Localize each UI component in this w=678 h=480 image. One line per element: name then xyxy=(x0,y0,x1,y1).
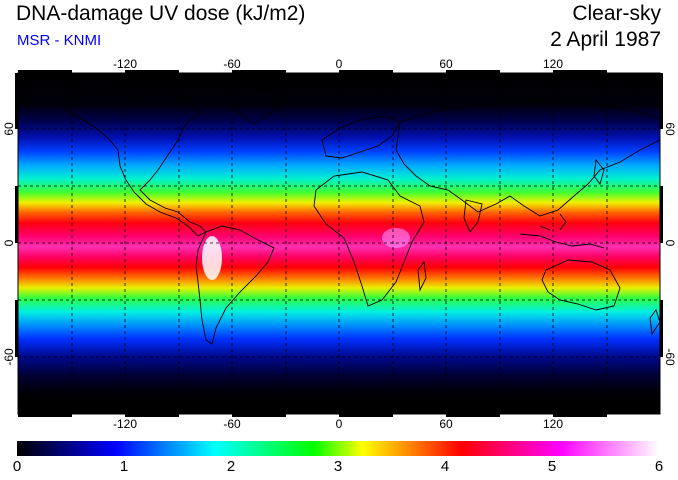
lat-tick-left-0: 0 xyxy=(2,239,16,246)
map-frame xyxy=(15,70,663,417)
colorbar-label-3: 3 xyxy=(333,458,343,475)
australia-outline xyxy=(541,259,621,311)
lon-tick-bottom-0: 0 xyxy=(336,417,343,431)
lon-tick-top-120: 120 xyxy=(543,57,563,71)
southeast-asia-islands xyxy=(519,213,605,249)
colorbar-label-4: 4 xyxy=(440,458,450,475)
source-label: MSR - KNMI xyxy=(17,32,102,49)
north-america-outline xyxy=(59,91,207,237)
lat-tick-left-60: 60 xyxy=(2,122,16,136)
colorbar-label-5: 5 xyxy=(547,458,557,475)
colorbar-label-0: 0 xyxy=(12,458,22,475)
lon-tick-bottom-60: 60 xyxy=(439,417,453,431)
south-america-outline xyxy=(195,225,275,345)
new-zealand-outline xyxy=(649,309,660,336)
lon-tick-top-60: 60 xyxy=(439,57,453,71)
greenland-outline xyxy=(227,85,283,125)
lon-tick-top-minus60: -60 xyxy=(223,57,241,71)
sky-condition-label: Clear-sky xyxy=(572,2,661,25)
colorbar-label-1: 1 xyxy=(119,458,129,475)
lon-tick-bottom-120: 120 xyxy=(543,417,563,431)
colorbar xyxy=(17,441,659,456)
africa-outline xyxy=(313,171,425,307)
date-label: 2 April 1987 xyxy=(550,28,661,51)
india-outline xyxy=(463,199,483,233)
colorbar-label-2: 2 xyxy=(226,458,236,475)
japan-outline xyxy=(593,158,605,185)
europe-outline xyxy=(321,115,401,159)
lat-tick-right-60: 60 xyxy=(663,122,677,136)
asia-outline xyxy=(395,99,660,217)
lat-tick-right-0: 0 xyxy=(663,240,677,247)
madagascar-outline xyxy=(417,260,427,292)
lon-tick-top-0: 0 xyxy=(336,57,343,71)
graticule xyxy=(18,73,660,414)
map-title: DNA-damage UV dose (kJ/m2) xyxy=(16,2,306,25)
lat-tick-right-minus60: -60 xyxy=(663,348,677,366)
coastlines xyxy=(59,85,660,345)
africa-hotspot xyxy=(382,228,410,248)
lon-tick-bottom-minus60: -60 xyxy=(223,417,241,431)
andes-hotspot xyxy=(202,236,222,280)
lat-tick-left-minus60: -60 xyxy=(2,348,16,366)
colorbar-label-6: 6 xyxy=(654,458,664,475)
lon-tick-top-minus120: -120 xyxy=(113,57,137,71)
lon-tick-bottom-minus120: -120 xyxy=(113,417,137,431)
